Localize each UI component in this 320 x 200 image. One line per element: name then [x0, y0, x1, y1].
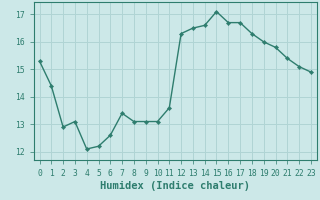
X-axis label: Humidex (Indice chaleur): Humidex (Indice chaleur) — [100, 181, 250, 191]
